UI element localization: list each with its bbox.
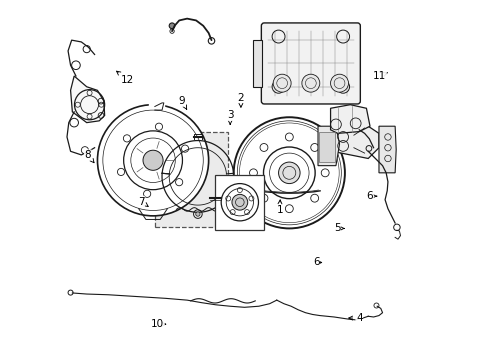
Polygon shape — [253, 40, 262, 87]
Circle shape — [233, 117, 344, 228]
Bar — [215, 175, 263, 230]
Circle shape — [273, 74, 290, 92]
Text: 7: 7 — [138, 197, 148, 207]
Circle shape — [301, 74, 319, 92]
Polygon shape — [378, 126, 395, 173]
Circle shape — [97, 105, 208, 216]
Polygon shape — [70, 76, 104, 123]
Polygon shape — [317, 126, 339, 166]
Circle shape — [142, 150, 163, 170]
Text: 12: 12 — [116, 71, 134, 85]
Text: 1: 1 — [276, 200, 283, 216]
Bar — [319, 132, 334, 162]
Circle shape — [231, 194, 247, 210]
Text: 10: 10 — [151, 319, 165, 329]
Text: 2: 2 — [237, 93, 244, 107]
Circle shape — [330, 74, 348, 92]
FancyBboxPatch shape — [261, 23, 360, 104]
Text: 3: 3 — [226, 111, 233, 124]
Circle shape — [169, 23, 175, 29]
Text: 5: 5 — [333, 224, 344, 233]
Polygon shape — [328, 126, 378, 158]
Circle shape — [195, 212, 200, 216]
FancyBboxPatch shape — [155, 132, 228, 226]
Text: 6: 6 — [312, 257, 321, 267]
Circle shape — [278, 162, 300, 184]
Text: 6: 6 — [366, 191, 376, 201]
Text: 9: 9 — [179, 96, 186, 109]
Text: 4: 4 — [348, 313, 362, 323]
Text: 11: 11 — [372, 71, 386, 81]
Polygon shape — [330, 105, 369, 134]
Text: 8: 8 — [84, 150, 94, 163]
